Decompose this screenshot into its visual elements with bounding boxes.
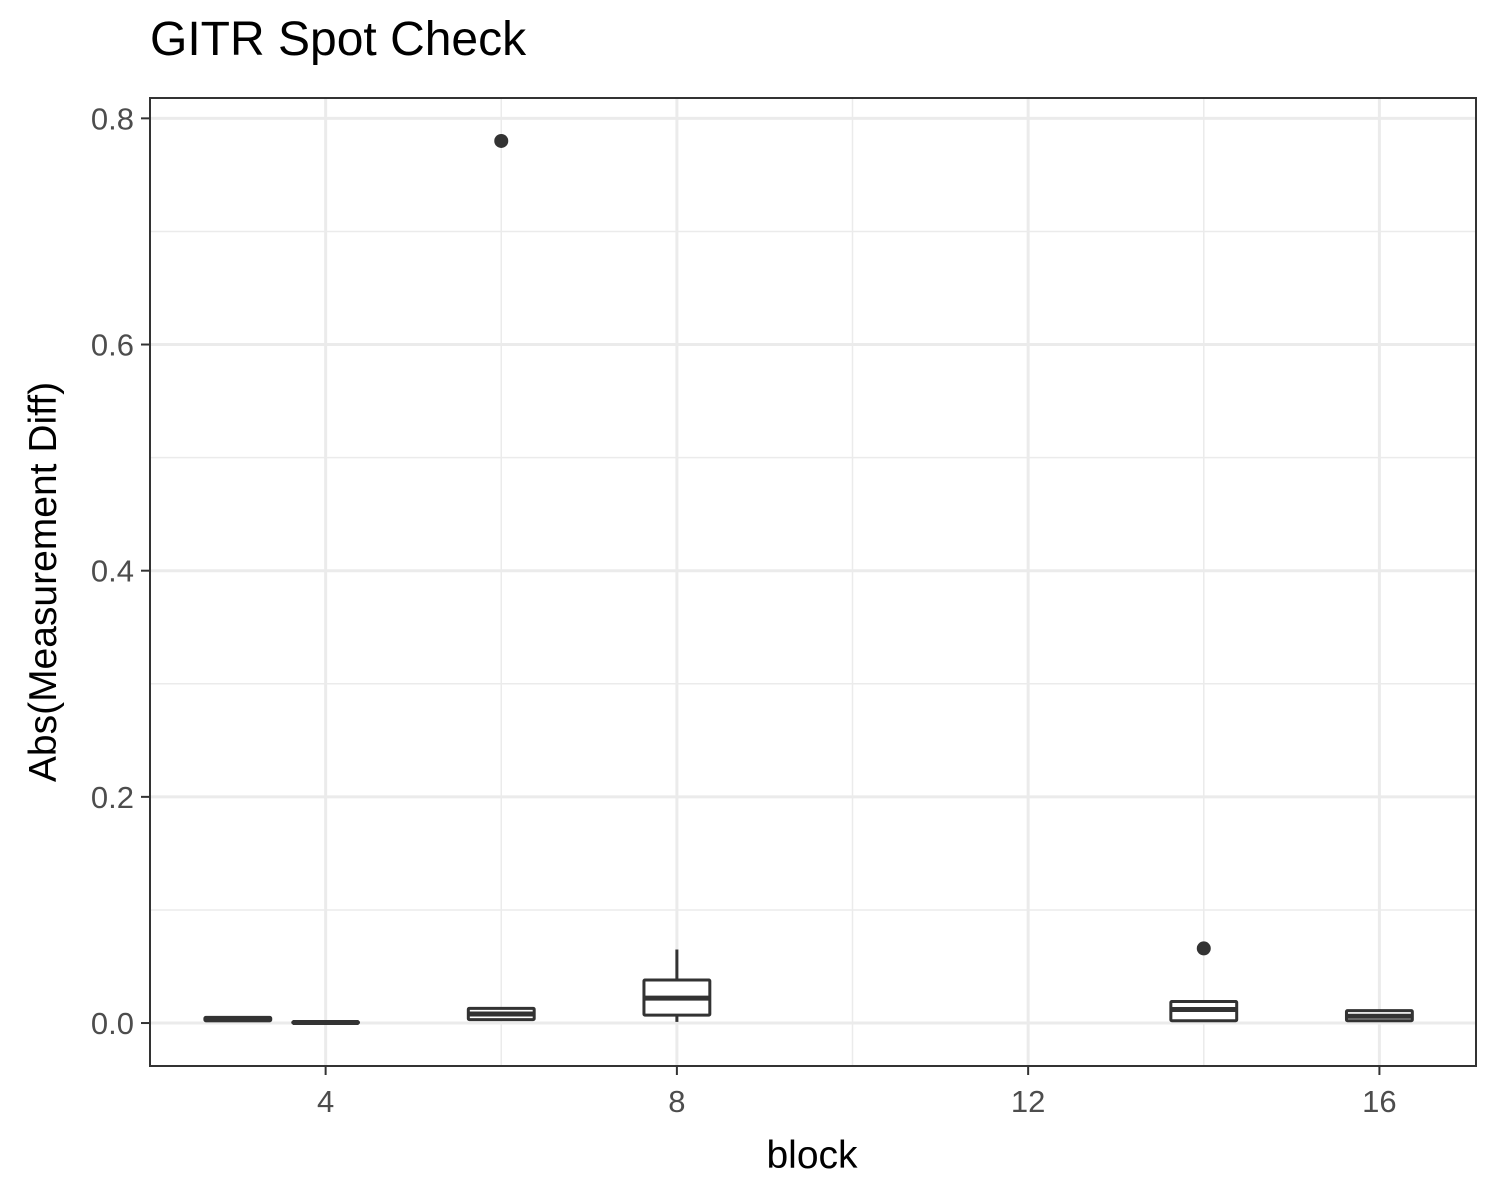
x-tick-label: 4 [317,1084,334,1119]
x-tick-label: 16 [1362,1084,1396,1119]
y-axis: 0.0 0.2 0.4 0.6 0.8 [91,101,150,1041]
y-tick-label: 0.6 [91,328,134,363]
box-4 [291,1019,361,1025]
box-16 [1344,1009,1414,1023]
box-8 [642,949,712,1022]
y-tick-label: 0.8 [91,101,134,136]
x-axis: 4 8 12 16 [317,1066,1397,1119]
box-6 [466,133,536,1022]
y-tick-label: 0.4 [91,554,134,589]
box-14 [1169,941,1239,1023]
x-axis-title: block [766,1134,858,1177]
y-axis-title: Abs(Measurement Diff) [22,382,65,782]
x-tick-label: 12 [1011,1084,1045,1119]
chart-title: GITR Spot Check [150,13,527,66]
y-tick-label: 0.0 [91,1006,134,1041]
grid-major [150,98,1476,1066]
y-tick-label: 0.2 [91,780,134,815]
outlier-point [494,133,509,148]
panel-border [149,97,1477,1067]
outlier-point [1196,941,1211,956]
boxes [203,133,1414,1025]
grid-minor [150,98,1476,1066]
x-tick-label: 8 [668,1084,685,1119]
box-3 [203,1015,273,1023]
